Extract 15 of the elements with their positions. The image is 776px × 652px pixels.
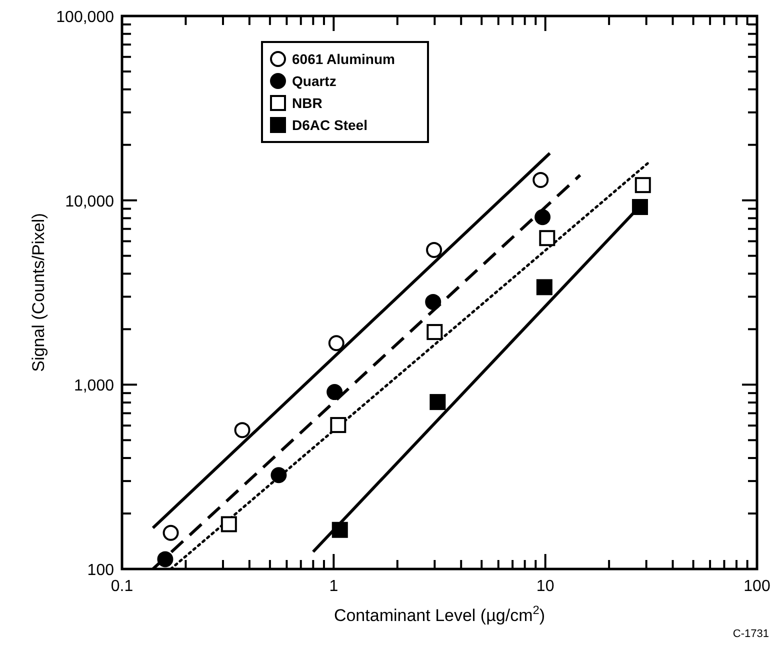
x-tick-label: 100 — [744, 578, 770, 595]
y-tick-label: 1,000 — [74, 378, 114, 395]
y-tick-label: 100,000 — [56, 9, 114, 26]
x-tick-label: 10 — [536, 578, 554, 595]
legend-label: Quartz — [292, 73, 336, 89]
x-tick-label: 0.1 — [110, 578, 134, 595]
x-axis-title: Contaminant Level (µg/cm$^{2}$) — [334, 603, 546, 625]
legend-label: D6AC Steel — [292, 117, 368, 133]
text: C-1731 — [732, 628, 769, 640]
x-tick-label: 1 — [329, 578, 338, 595]
y-tick-label: 10,000 — [65, 193, 114, 210]
y-tick-label: 100 — [87, 562, 114, 579]
legend-label: NBR — [292, 95, 322, 111]
y-axis-title: Signal (Counts/Pixel) — [29, 213, 48, 372]
legend-label: 6061 Aluminum — [292, 51, 395, 67]
